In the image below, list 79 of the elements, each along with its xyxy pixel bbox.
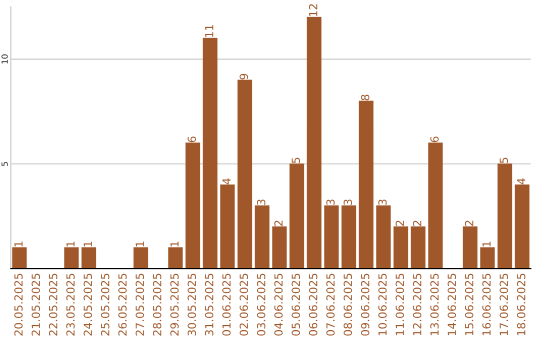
x-tick-label: 11.06.2025 — [396, 274, 404, 336]
data-label: 2 — [412, 220, 422, 226]
x-tick-label: 26.05.2025 — [118, 274, 127, 336]
x-tick-label: 02.06.2025 — [240, 274, 248, 336]
data-label: 2 — [464, 220, 474, 226]
bar — [480, 247, 495, 269]
x-tick-label: 25.05.2025 — [100, 274, 110, 336]
bar — [306, 16, 322, 269]
x-tick-label: 18.06.2025 — [516, 274, 526, 336]
bar — [462, 226, 478, 269]
data-label: 1 — [84, 242, 92, 246]
x-tick-label: 20.05.2025 — [14, 274, 23, 336]
data-label: 8 — [360, 94, 370, 100]
x-tick-label: 17.06.2025 — [500, 274, 508, 336]
bar — [12, 247, 27, 269]
bar — [514, 184, 530, 269]
data-label: 4 — [517, 178, 526, 184]
bar — [186, 142, 200, 269]
bar — [394, 226, 408, 269]
x-tick-label: 31.05.2025 — [204, 274, 214, 336]
x-tick-label: 27.05.2025 — [136, 274, 144, 336]
x-tick-label: 06.06.2025 — [308, 274, 318, 336]
data-label: 1 — [136, 242, 144, 246]
bar — [64, 247, 79, 269]
bar — [290, 164, 304, 269]
x-tick-label: 23.05.2025 — [66, 274, 75, 336]
x-tick-label: 14.06.2025 — [448, 274, 456, 336]
x-tick-label: 12.06.2025 — [412, 274, 422, 336]
data-label: 6 — [188, 136, 196, 142]
x-tick-label: 03.06.2025 — [256, 274, 266, 336]
bar — [202, 38, 218, 269]
bar — [272, 226, 287, 269]
data-label: 5 — [292, 158, 300, 164]
data-label: 3 — [326, 200, 335, 205]
bar — [358, 100, 374, 269]
data-label: 3 — [256, 200, 266, 205]
data-label: 1 — [14, 242, 23, 246]
bar — [498, 164, 512, 269]
data-label: 12 — [308, 4, 318, 16]
x-tick-label: 07.06.2025 — [326, 274, 335, 336]
data-label: 11 — [205, 25, 214, 37]
x-tick-label: 24.05.2025 — [84, 274, 92, 336]
data-label: 4 — [222, 178, 231, 184]
x-tick-label: 05.06.2025 — [292, 274, 300, 336]
bar — [376, 205, 391, 269]
x-tick-label: 01.06.2025 — [222, 274, 231, 336]
x-tick-label: 30.05.2025 — [188, 274, 196, 336]
data-label: 1 — [482, 242, 491, 246]
bar — [254, 205, 270, 269]
data-label: 5 — [500, 158, 508, 164]
data-label: 2 — [274, 220, 283, 226]
bar — [220, 184, 235, 269]
x-tick-label: 28.05.2025 — [152, 274, 162, 336]
bar — [238, 80, 252, 269]
bar — [324, 205, 339, 269]
bar — [82, 247, 96, 269]
bar — [168, 247, 183, 269]
bar — [134, 247, 148, 269]
data-label: 2 — [396, 220, 404, 226]
x-tick-label: 09.06.2025 — [360, 274, 370, 336]
x-tick-label: 16.06.2025 — [482, 274, 491, 336]
x-tick-label: 04.06.2025 — [274, 274, 283, 336]
data-label: 1 — [66, 242, 75, 246]
x-tick-label: 29.05.2025 — [170, 274, 179, 336]
x-tick-label: 15.06.2025 — [464, 274, 474, 336]
bar — [428, 142, 443, 269]
bar — [342, 205, 356, 269]
data-label: 9 — [240, 74, 248, 80]
x-tick-label: 13.06.2025 — [430, 274, 439, 336]
x-tick-label: 08.06.2025 — [344, 274, 352, 336]
bar — [410, 226, 426, 269]
x-tick-label: 22.05.2025 — [48, 274, 58, 336]
x-tick-label: 10.06.2025 — [378, 274, 387, 336]
data-label: 3 — [344, 200, 352, 205]
data-label: 6 — [430, 136, 439, 142]
x-tick-label: 21.05.2025 — [32, 274, 40, 336]
y-tick-label: 10 — [1, 54, 8, 64]
data-label: 1 — [170, 242, 179, 246]
data-label: 3 — [378, 200, 387, 205]
